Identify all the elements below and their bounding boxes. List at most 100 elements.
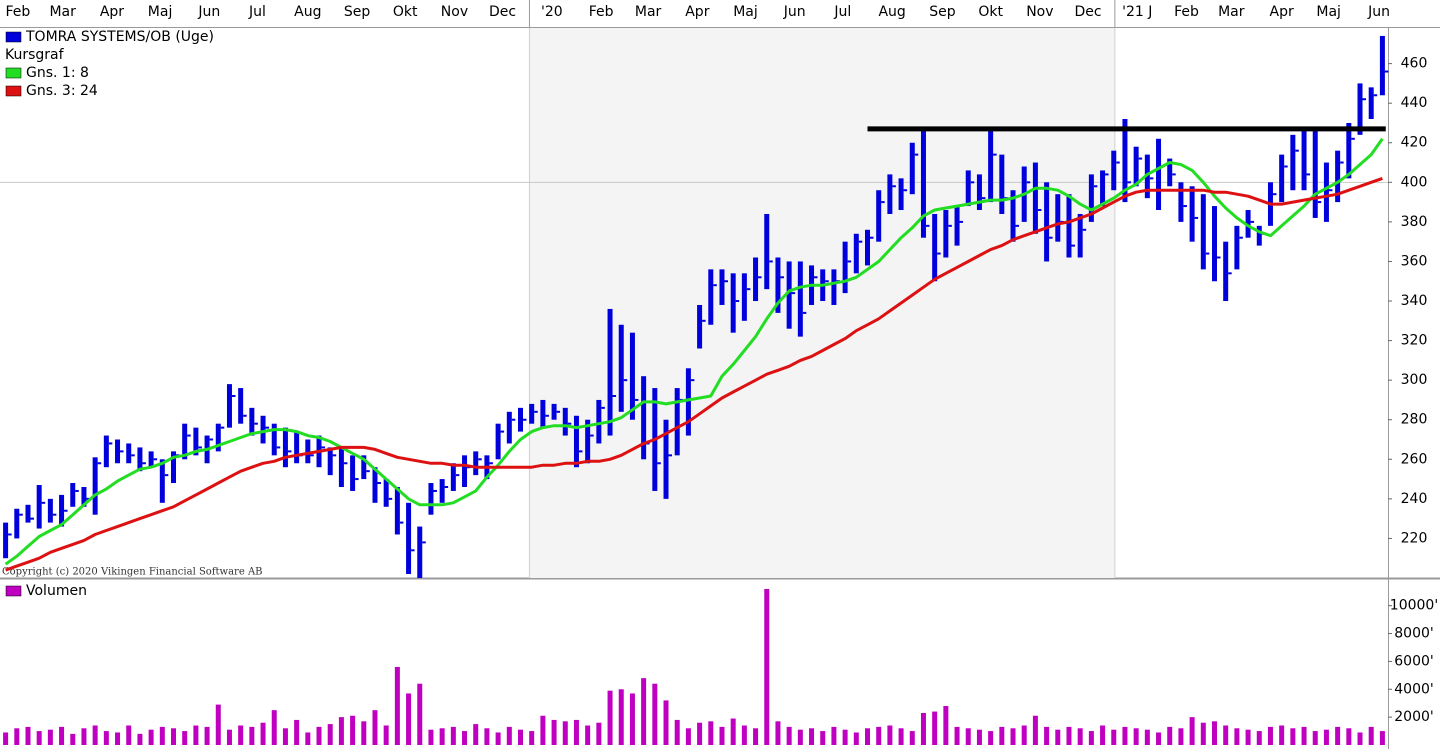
y-tick-label: 220 bbox=[1401, 530, 1428, 546]
y-tick-label: 360 bbox=[1401, 253, 1428, 269]
x-tick-label: Aug bbox=[294, 4, 321, 20]
volume-bar bbox=[551, 719, 557, 745]
volume-bar bbox=[652, 683, 658, 745]
price-bar bbox=[305, 439, 311, 464]
volume-bar bbox=[484, 728, 490, 745]
price-bar bbox=[1055, 194, 1061, 242]
price-bar bbox=[1066, 194, 1072, 258]
volume-bar bbox=[820, 731, 826, 745]
volume-bar bbox=[674, 719, 680, 745]
volume-bar bbox=[853, 732, 859, 745]
volume-bar bbox=[439, 728, 445, 745]
y-tick-label: 460 bbox=[1401, 56, 1428, 72]
price-bar bbox=[562, 407, 568, 436]
volume-bar bbox=[148, 729, 154, 745]
legend-label: Volumen bbox=[26, 583, 87, 599]
y-tick-label: 280 bbox=[1401, 412, 1428, 428]
price-bar bbox=[518, 407, 523, 432]
price-bar bbox=[1111, 150, 1117, 191]
volume-bar bbox=[1301, 726, 1307, 745]
front-layer: Feb Mar Apr Maj Jun Jul Aug Sep Okt Nov Dec '20 Feb M… bbox=[5, 0, 1438, 725]
price-bar bbox=[193, 427, 199, 456]
back-layer bbox=[529, 28, 1115, 578]
x-tick-label: Feb bbox=[589, 4, 614, 20]
volume-bar bbox=[159, 726, 165, 745]
volume-bar bbox=[14, 728, 20, 745]
volume-bar bbox=[495, 732, 501, 745]
volume-bar bbox=[954, 726, 960, 745]
volume-bar bbox=[36, 731, 42, 745]
volume-bar bbox=[1021, 725, 1027, 745]
volume-bar bbox=[1323, 729, 1329, 745]
price-bar bbox=[1144, 154, 1150, 199]
volume-bar bbox=[406, 693, 412, 745]
x-tick-label: '21 J bbox=[1122, 4, 1152, 20]
price-bar bbox=[1100, 170, 1106, 207]
price-bar bbox=[1122, 119, 1128, 203]
volume-bar bbox=[1379, 731, 1385, 745]
y-tick-label: 300 bbox=[1401, 372, 1428, 388]
price-bar bbox=[831, 269, 837, 305]
volume-bar bbox=[1066, 726, 1072, 745]
volume-bar bbox=[316, 726, 322, 745]
price-bar bbox=[920, 130, 926, 238]
price-bar bbox=[1223, 241, 1229, 302]
volume-bar bbox=[81, 728, 87, 745]
price-bar bbox=[159, 459, 165, 503]
price-bar bbox=[1234, 225, 1240, 270]
moving-average-line bbox=[5, 176, 1383, 572]
volume-bar bbox=[193, 725, 199, 745]
y-tick-label: 440 bbox=[1401, 95, 1428, 111]
volume-bar bbox=[126, 725, 132, 745]
price-bar bbox=[115, 439, 121, 464]
volume-bar bbox=[518, 729, 523, 745]
volume-bar bbox=[1312, 731, 1318, 745]
price-bar bbox=[47, 498, 53, 523]
x-tick-label: Apr bbox=[685, 4, 709, 20]
x-tick-label: Okt bbox=[393, 4, 418, 20]
volume-bar bbox=[1133, 728, 1139, 745]
volume-bar bbox=[338, 717, 344, 745]
x-tick-label: Feb bbox=[1174, 4, 1199, 20]
price-bar bbox=[1312, 130, 1318, 218]
volume-bar bbox=[697, 722, 703, 745]
price-bar bbox=[1178, 182, 1184, 222]
volume-bar bbox=[1189, 717, 1195, 745]
volume-bar bbox=[741, 725, 747, 745]
price-bar bbox=[182, 423, 188, 460]
x-tick-label: Aug bbox=[878, 4, 905, 20]
volume-bar bbox=[47, 729, 53, 745]
price-bar bbox=[1323, 162, 1329, 222]
volume-bar bbox=[562, 721, 568, 745]
x-tick-label: Mar bbox=[49, 4, 76, 20]
volume-bar bbox=[204, 726, 210, 745]
volume-tick-label: 6000' bbox=[1394, 653, 1433, 669]
price-bar bbox=[372, 467, 378, 503]
x-tick-label: Jul bbox=[248, 4, 266, 20]
volume-bar bbox=[506, 726, 512, 745]
volume-bar bbox=[708, 721, 714, 745]
price-bar bbox=[1088, 174, 1094, 222]
volume-bar bbox=[1234, 728, 1240, 745]
price-bar bbox=[215, 423, 221, 452]
price-bar bbox=[92, 457, 98, 515]
volume-bar bbox=[719, 726, 725, 745]
price-bar bbox=[1368, 87, 1374, 120]
volume-bar bbox=[1335, 726, 1341, 745]
price-bar bbox=[428, 483, 434, 515]
price-bar bbox=[764, 213, 770, 290]
price-bar bbox=[226, 384, 232, 428]
price-bar bbox=[1256, 225, 1262, 246]
volume-bar bbox=[137, 733, 143, 745]
price-bar bbox=[999, 154, 1005, 214]
volume-bar bbox=[271, 710, 277, 745]
price-bar bbox=[663, 419, 669, 499]
price-bar bbox=[797, 261, 803, 337]
volume-bar bbox=[909, 731, 915, 745]
year-shading bbox=[529, 28, 1115, 578]
volume-bar bbox=[1111, 729, 1117, 745]
price-bar bbox=[641, 376, 647, 460]
price-bar bbox=[697, 304, 703, 349]
price-bar bbox=[137, 447, 143, 472]
